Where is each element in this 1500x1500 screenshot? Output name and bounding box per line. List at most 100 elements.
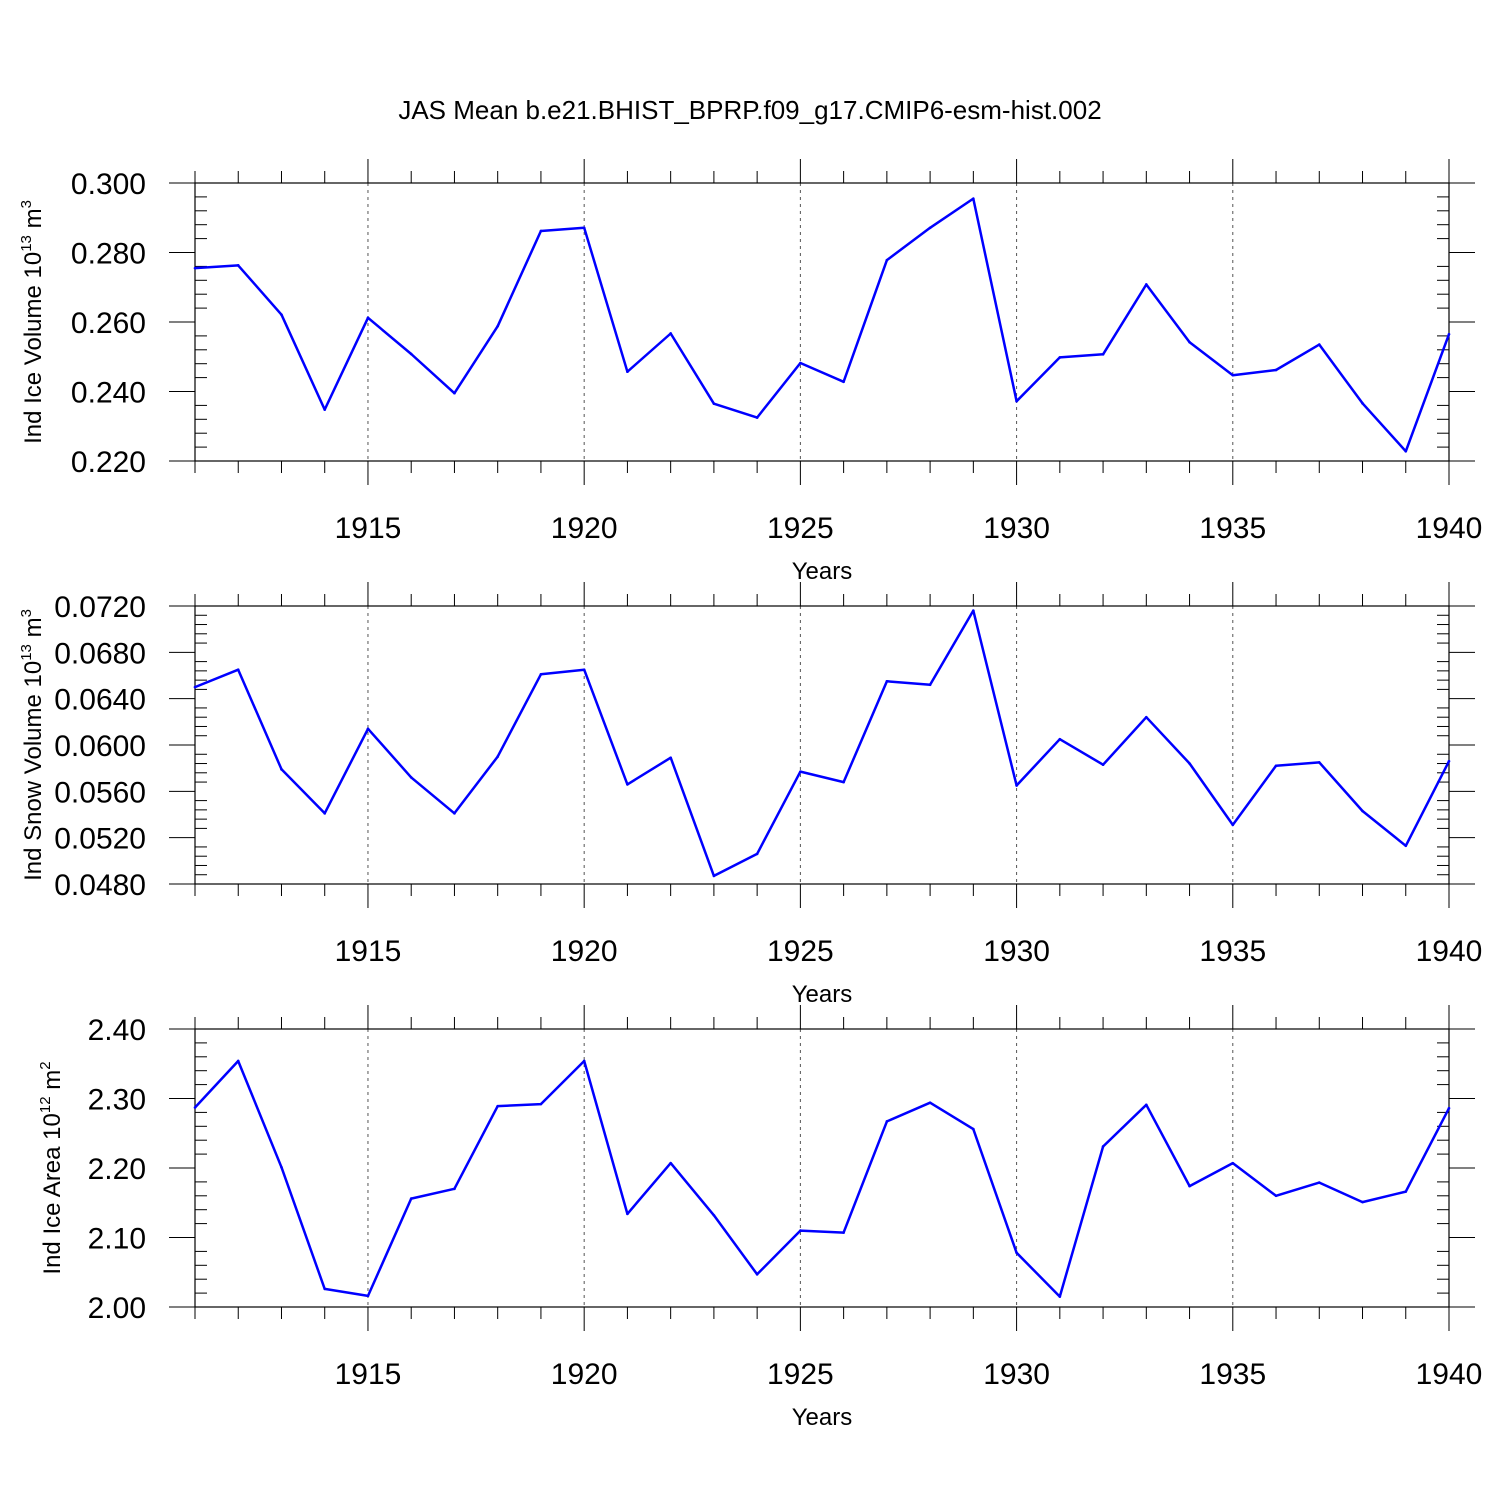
data-point <box>1231 1161 1235 1165</box>
data-point <box>799 1229 802 1232</box>
y-tick-label: 0.260 <box>71 307 146 340</box>
data-point <box>409 1197 413 1200</box>
data-point <box>669 332 672 335</box>
y-tick-label: 0.300 <box>71 168 146 201</box>
data-point <box>1058 356 1062 359</box>
y-axis-label: Ind Ice Area 1012 m2 <box>37 1061 66 1274</box>
y-tick-label: 2.30 <box>88 1084 146 1117</box>
data-point <box>1274 764 1278 768</box>
data-point <box>1231 823 1235 827</box>
data-point <box>1361 809 1364 813</box>
plot-panel-2: 0.0480 0.0520 0.0560 0.0600 0.0640 0.0680 0.07… <box>18 582 1482 1008</box>
data-point <box>885 1120 889 1123</box>
data-point <box>1101 763 1105 766</box>
data-point <box>1404 1190 1408 1193</box>
data-point <box>669 756 672 760</box>
data-point <box>712 874 716 878</box>
data-point <box>1188 1184 1191 1188</box>
data-point <box>366 727 370 731</box>
data-point <box>755 852 759 856</box>
data-point <box>1145 283 1148 286</box>
data-point <box>453 391 456 395</box>
data-point <box>323 1287 327 1291</box>
data-point <box>1447 759 1451 763</box>
data-point <box>755 416 759 419</box>
data-point <box>366 316 370 320</box>
data-point <box>193 266 197 270</box>
data-point <box>842 380 845 384</box>
x-tick-label: 1930 <box>983 935 1050 968</box>
data-point <box>193 685 197 689</box>
x-tick-label: 1920 <box>551 935 618 968</box>
data-point <box>1101 1145 1105 1148</box>
data-point <box>1058 1295 1062 1298</box>
chart-title: JAS Mean b.e21.BHIST_BPRP.f09_g17.CMIP6-… <box>398 95 1101 125</box>
data-point <box>1015 1251 1018 1255</box>
data-point <box>842 1231 845 1234</box>
y-tick-label: 2.40 <box>88 1014 146 1047</box>
x-tick-label: 1940 <box>1416 935 1483 968</box>
data-point <box>1015 399 1018 403</box>
x-axis-label: Years <box>792 981 853 1008</box>
data-point <box>626 783 629 786</box>
plot-frame <box>194 1028 1450 1308</box>
data-point <box>582 226 586 230</box>
data-point <box>1274 368 1278 372</box>
data-point <box>1188 340 1191 344</box>
x-tick-label: 1920 <box>551 512 618 545</box>
data-point <box>1447 332 1451 336</box>
data-point <box>1361 402 1364 405</box>
y-tick-label: 0.220 <box>71 446 146 479</box>
data-point <box>280 768 283 771</box>
data-point <box>972 197 975 200</box>
series-line-1 <box>194 197 1451 453</box>
x-tick-label: 1915 <box>335 1358 402 1391</box>
y-tick-label: 2.00 <box>88 1292 146 1325</box>
data-point <box>1015 784 1018 787</box>
data-point <box>712 1213 716 1217</box>
data-point <box>755 1273 759 1276</box>
data-point <box>885 679 889 683</box>
data-point <box>669 1161 672 1165</box>
data-point <box>496 755 499 758</box>
data-point <box>799 770 802 773</box>
data-point <box>928 1101 932 1104</box>
y-tick-label: 2.10 <box>88 1223 146 1256</box>
series-line-1 <box>194 609 1451 878</box>
data-point <box>928 226 932 230</box>
data-point <box>1101 353 1105 356</box>
data-point <box>1447 1106 1451 1110</box>
data-point <box>236 1059 240 1063</box>
data-point <box>323 408 327 411</box>
data-point <box>626 370 629 373</box>
data-point <box>582 668 586 672</box>
x-tick-label: 1935 <box>1199 512 1266 545</box>
plot-frame <box>194 182 1450 462</box>
data-point <box>712 402 716 405</box>
data-point <box>236 264 240 267</box>
data-point <box>409 352 413 356</box>
data-point <box>582 1059 586 1063</box>
x-tick-label: 1915 <box>335 512 402 545</box>
data-point <box>626 1212 629 1216</box>
y-tick-label: 0.0600 <box>54 730 146 763</box>
data-point <box>453 1187 456 1191</box>
x-tick-label: 1940 <box>1416 1358 1483 1391</box>
plot-frame <box>194 605 1450 885</box>
data-point <box>1404 844 1408 848</box>
y-tick-label: 0.0640 <box>54 684 146 717</box>
data-point <box>1404 449 1408 453</box>
data-point <box>1317 343 1321 346</box>
y-tick-label: 2.20 <box>88 1153 146 1186</box>
y-tick-label: 0.0480 <box>54 869 146 902</box>
data-point <box>1361 1200 1364 1204</box>
x-tick-label: 1915 <box>335 935 402 968</box>
y-tick-label: 0.240 <box>71 377 146 410</box>
data-point <box>1145 1103 1148 1107</box>
y-tick-label: 0.0520 <box>54 823 146 856</box>
x-tick-label: 1930 <box>983 1358 1050 1391</box>
data-point <box>280 313 283 317</box>
data-point <box>193 1106 197 1109</box>
y-tick-label: 0.0680 <box>54 637 146 670</box>
